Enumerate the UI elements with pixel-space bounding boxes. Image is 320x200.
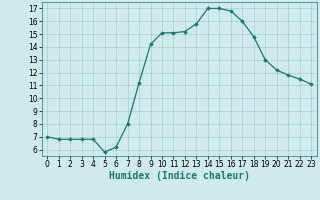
X-axis label: Humidex (Indice chaleur): Humidex (Indice chaleur) bbox=[109, 171, 250, 181]
